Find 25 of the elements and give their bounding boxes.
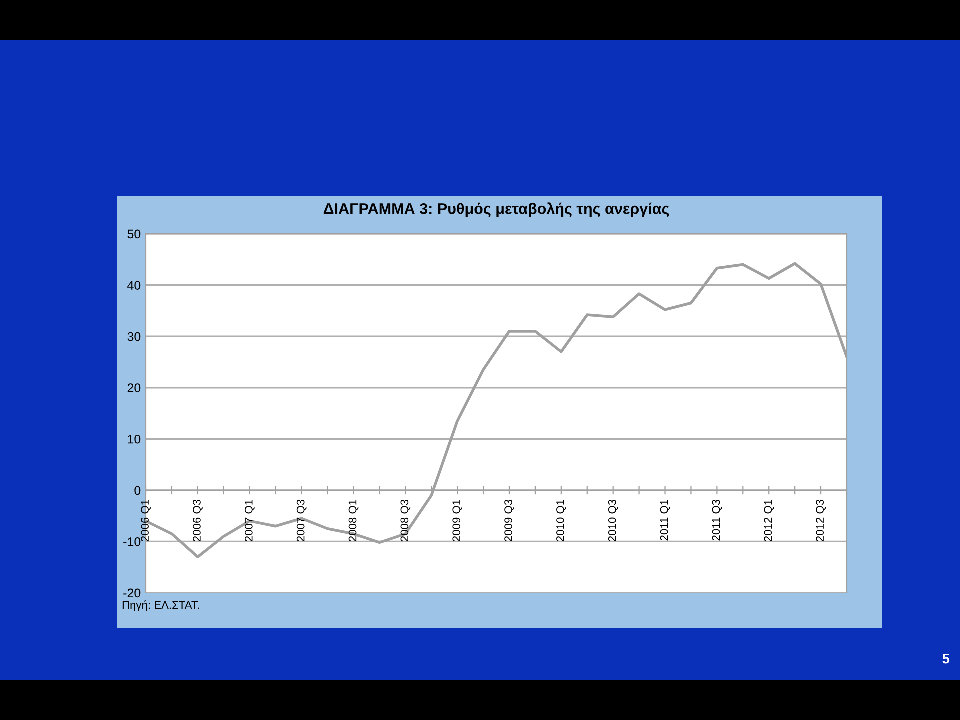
x-tick-label: 2008 Q3 <box>400 500 411 542</box>
x-tick-label: 2010 Q1 <box>556 500 566 542</box>
y-tick-label: -10 <box>124 538 141 546</box>
y-tick-label: 0 <box>134 486 141 496</box>
y-tick-label: -20 <box>124 588 141 598</box>
x-tick-label: 2007 Q3 <box>296 500 307 542</box>
y-tick-label: 50 <box>128 230 141 239</box>
x-tick-label: 2006 Q1 <box>141 500 151 542</box>
y-tick-label: 20 <box>128 384 141 393</box>
x-tick-label: 2008 Q1 <box>348 500 359 542</box>
x-tick-label: 2007 Q1 <box>244 500 255 542</box>
y-tick-label: 40 <box>128 281 141 290</box>
x-tick-label: 2011 Q1 <box>660 500 670 541</box>
x-tick-label: 2010 Q3 <box>608 500 618 542</box>
x-tick-label: 2012 Q3 <box>816 500 826 542</box>
x-tick-label: 2006 Q3 <box>193 500 203 542</box>
chart-title: ΔΙΑΓΡΑΜΜΑ 3: Ρυθμός μεταβολής της ανεργίας <box>324 202 670 218</box>
text: Πηγή: ΕΛ.ΣΤΑΤ. <box>122 600 200 612</box>
y-tick-label: 10 <box>128 434 141 444</box>
x-tick-label: 2011 Q3 <box>712 500 722 541</box>
x-tick-label: 2012 Q1 <box>764 500 774 542</box>
text: 5 <box>942 654 950 664</box>
y-tick-label: 30 <box>128 332 141 342</box>
x-tick-label: 2009 Q3 <box>504 500 514 542</box>
x-tick-label: 2009 Q1 <box>452 500 463 542</box>
